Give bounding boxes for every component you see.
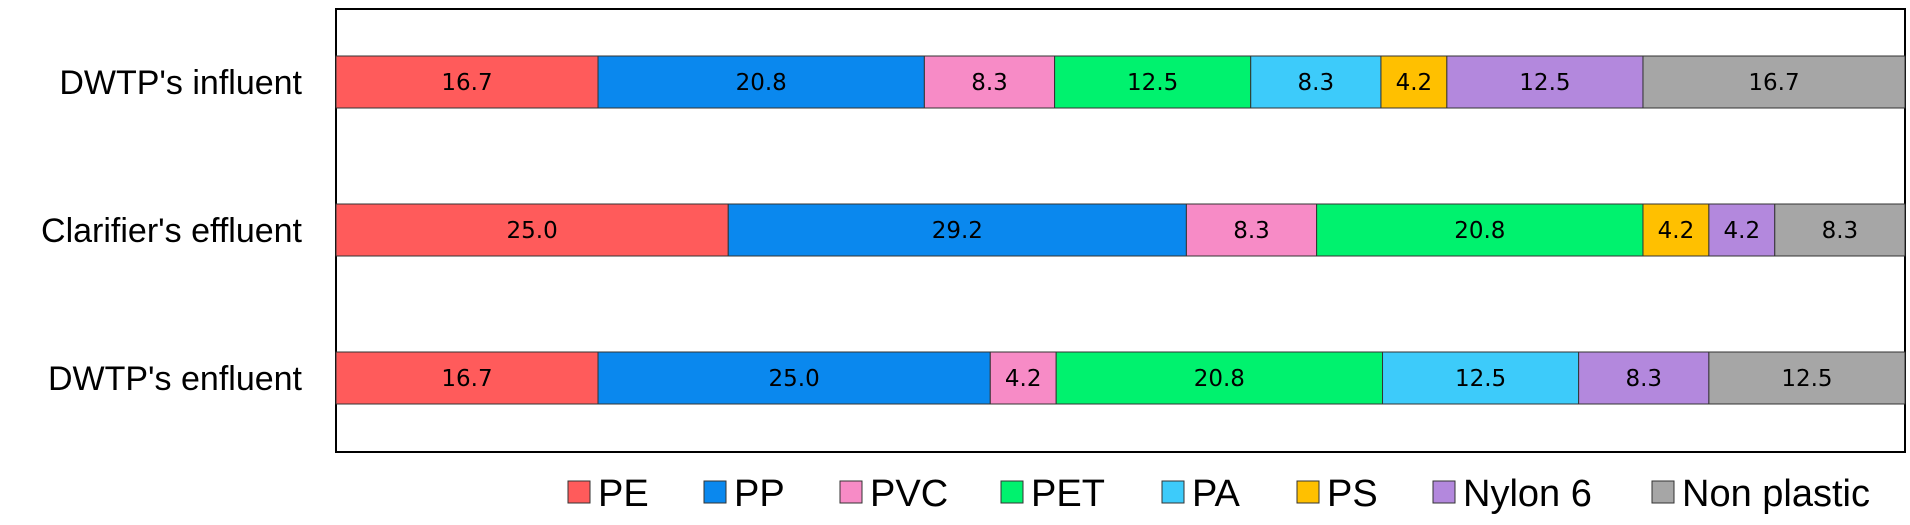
data-label: 16.7 — [441, 366, 492, 392]
bar-segment — [1382, 351, 1580, 405]
data-label: 12.5 — [1781, 366, 1832, 392]
data-label: 8.3 — [1822, 218, 1859, 244]
data-label: 8.3 — [1233, 218, 1270, 244]
data-label: 20.8 — [736, 70, 787, 96]
category-label: DWTP's influent — [59, 64, 302, 102]
legend-label: PS — [1327, 473, 1378, 515]
data-label: 16.7 — [1748, 70, 1799, 96]
data-label: 20.8 — [1194, 366, 1245, 392]
bar-segment — [1642, 55, 1906, 109]
bar-segment — [597, 351, 991, 405]
data-label: 29.2 — [932, 218, 983, 244]
legend-item: Non plastic — [1651, 473, 1870, 515]
data-label: 16.7 — [441, 70, 492, 96]
bars: 16.7 20.8 8.3 12.5 8.3 4.2 12.5 16.7 25.0 29.2 8.3… — [335, 55, 1906, 405]
data-label: 12.5 — [1519, 70, 1570, 96]
legend-item: PVC — [839, 473, 948, 515]
data-label: 4.2 — [1658, 218, 1695, 244]
legend-item: PET — [1000, 473, 1105, 515]
bar-segment — [335, 55, 599, 109]
data-label: 25.0 — [507, 218, 558, 244]
bar-segment — [1708, 351, 1906, 405]
bar-segment — [1055, 351, 1384, 405]
bar-segment — [1642, 203, 1710, 257]
bar-segment — [1774, 203, 1906, 257]
bar-segment — [1446, 55, 1644, 109]
legend-label: PE — [598, 473, 649, 515]
category-label: DWTP's enfluent — [48, 360, 303, 398]
data-label: 20.8 — [1454, 218, 1505, 244]
legend-item: PA — [1161, 473, 1241, 515]
legend-label: PA — [1192, 473, 1241, 515]
legend-label: Non plastic — [1682, 473, 1870, 515]
bar-segment — [989, 351, 1057, 405]
bar-segment — [597, 55, 925, 109]
legend-swatch — [839, 480, 863, 504]
legend-label: Nylon 6 — [1463, 473, 1592, 515]
bar-segment — [1316, 203, 1644, 257]
bar-segment — [1185, 203, 1318, 257]
data-label: 4.2 — [1724, 218, 1761, 244]
bar-segment — [1054, 55, 1252, 109]
legend-item: PP — [703, 473, 785, 515]
legend-label: PVC — [870, 473, 948, 515]
data-label: 8.3 — [1298, 70, 1335, 96]
bar-segment — [1578, 351, 1710, 405]
legend-item: Nylon 6 — [1432, 473, 1592, 515]
legend-swatch — [1432, 480, 1456, 504]
bar-segment — [1250, 55, 1382, 109]
legend-swatch — [1000, 480, 1024, 504]
category-label: Clarifier's effluent — [41, 212, 303, 250]
category-labels: DWTP's influent Clarifier's effluent DWTP'… — [41, 64, 303, 398]
legend-label: PP — [734, 473, 785, 515]
bar-segment — [923, 55, 1056, 109]
legend-item: PE — [567, 473, 649, 515]
legend-swatch — [1161, 480, 1185, 504]
data-label: 8.3 — [971, 70, 1008, 96]
data-label: 4.2 — [1005, 366, 1042, 392]
legend-swatch — [1651, 480, 1675, 504]
legend: PE PP PVC PET PA PS Nylon 6 Non plastic — [567, 473, 1870, 515]
legend-label: PET — [1031, 473, 1105, 515]
data-label: 25.0 — [769, 366, 820, 392]
legend-swatch — [1296, 480, 1320, 504]
bar-segment — [1380, 55, 1448, 109]
bar-segment — [335, 203, 729, 257]
data-label: 8.3 — [1625, 366, 1662, 392]
data-label: 4.2 — [1396, 70, 1433, 96]
bar-segment — [335, 351, 599, 405]
legend-item: PS — [1296, 473, 1378, 515]
data-label: 12.5 — [1127, 70, 1178, 96]
legend-swatch — [703, 480, 727, 504]
legend-swatch — [567, 480, 591, 504]
data-label: 12.5 — [1455, 366, 1506, 392]
